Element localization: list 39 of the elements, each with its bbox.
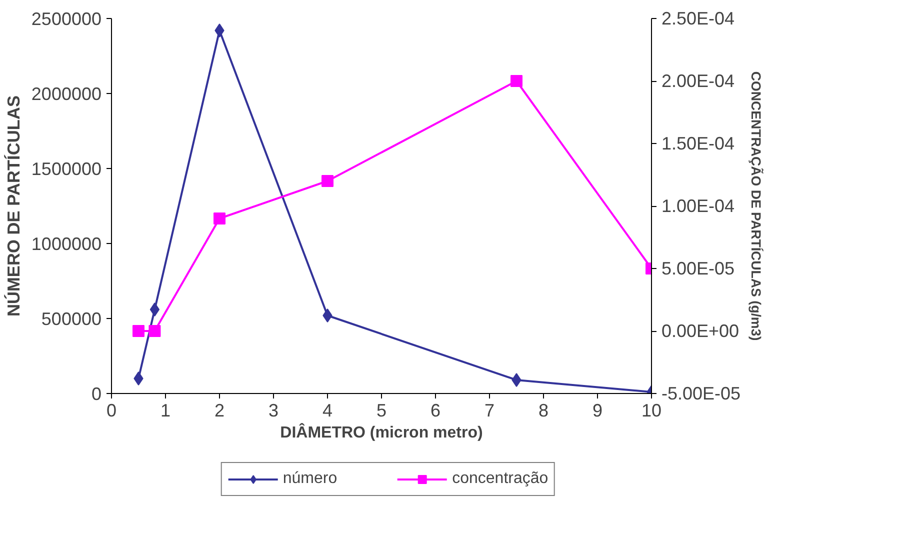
point xyxy=(150,302,160,316)
x-tick-label: 9 xyxy=(592,400,603,420)
y2-tick-label: 2.00E-04 xyxy=(662,71,735,91)
y-tick-label: 2000000 xyxy=(31,84,102,104)
y-tick-label: 1000000 xyxy=(31,234,102,254)
point xyxy=(512,373,522,387)
y2-tick-label: 5.00E-05 xyxy=(662,258,735,278)
y2-tick-label: 1.50E-04 xyxy=(662,134,735,154)
y2-tick-label: 1.00E-04 xyxy=(662,196,735,216)
x-tick-label: 7 xyxy=(484,400,495,420)
y2-tick-label: 0.00E+00 xyxy=(662,321,740,341)
x-tick-label: 5 xyxy=(376,400,387,420)
legend-label: número xyxy=(282,470,338,488)
x-tick-label: 4 xyxy=(322,400,333,420)
x-tick-label: 3 xyxy=(268,400,279,420)
y-tick-label: 500000 xyxy=(41,309,102,329)
point xyxy=(510,75,522,87)
x-tick-label: 8 xyxy=(538,400,549,420)
point xyxy=(214,212,226,224)
point xyxy=(148,325,161,337)
x-tick-label: 6 xyxy=(430,400,441,420)
y-axis-title: NÚMERO DE PARTÍCULAS xyxy=(3,95,24,317)
point xyxy=(132,325,144,337)
x-tick-label: 10 xyxy=(641,400,662,420)
y-tick-label: 1500000 xyxy=(31,159,102,179)
y-tick-label: 0 xyxy=(91,384,102,404)
y-tick-label: 2500000 xyxy=(31,9,102,29)
point xyxy=(134,372,144,386)
y2-axis-title: CONCENTRAÇÃO DE PARTÍCULAS (g/m3) xyxy=(748,71,764,341)
x-axis-title: DIÂMETRO (micron metro) xyxy=(280,422,483,442)
legend-label: concentração xyxy=(452,470,548,488)
point xyxy=(214,24,224,38)
x-tick-label: 2 xyxy=(214,400,225,420)
point xyxy=(322,308,332,322)
y2-tick-label: 2.50E-04 xyxy=(662,8,735,28)
x-tick-label: 1 xyxy=(160,400,171,420)
y2-tick-label: -5.00E-05 xyxy=(662,384,741,404)
x-tick-label: 0 xyxy=(106,400,117,420)
point xyxy=(322,175,334,187)
